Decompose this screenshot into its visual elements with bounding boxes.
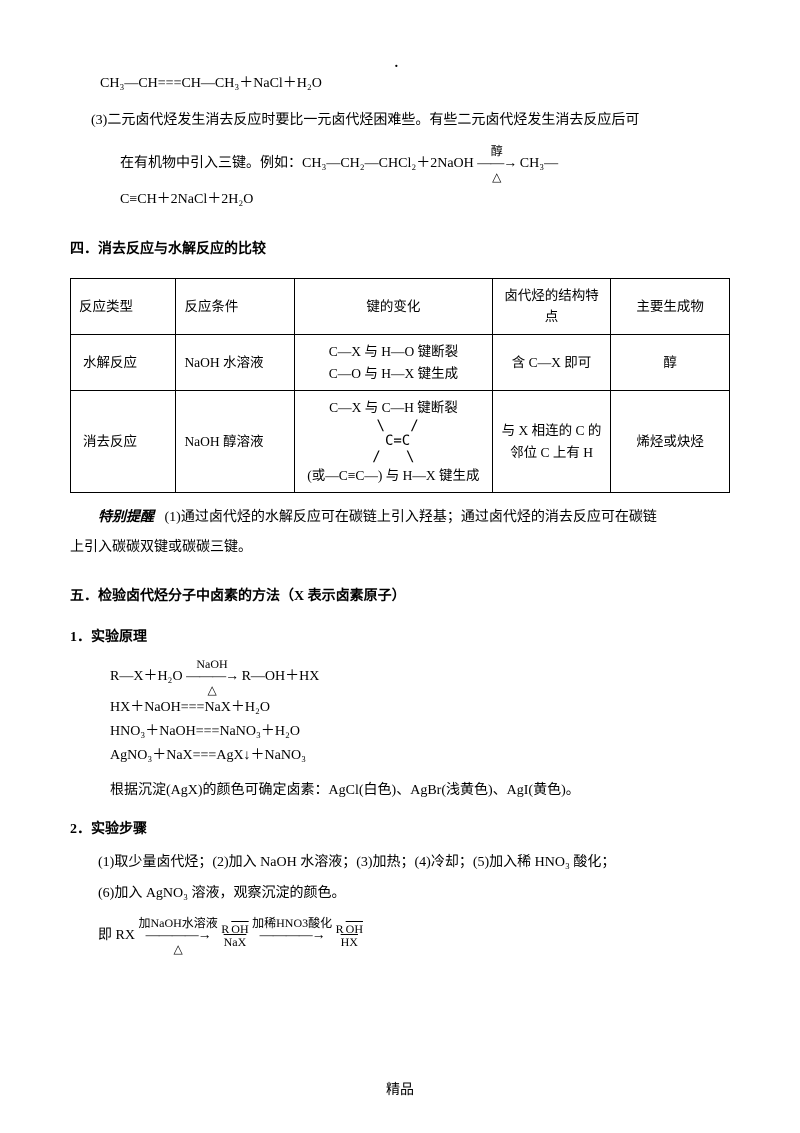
rx-arrow1-bot: △ — [138, 943, 217, 955]
comparison-table: 反应类型 反应条件 键的变化 卤代烃的结构特点 主要生成物 水解反应 NaOH … — [70, 278, 730, 494]
cell-bond-2: C—X 与 C—H 键断裂 \ / C=C/ \ (或—C≡C—) 与 H—X … — [295, 391, 493, 493]
cc-double-bond-diagram: \ / C=C/ \ — [368, 419, 419, 465]
section-5-title: 五．检验卤代烃分子中卤素的方法（X 表示卤素原子） — [70, 584, 730, 609]
paragraph-3-line3: C≡CH＋2NaCl＋2H₂O — [120, 187, 730, 212]
cell-bond-1: C—X 与 H—O 键断裂 C—O 与 H—X 键生成 — [295, 334, 493, 390]
eq-line-a: R—X＋H₂O NaOH ———→ △ R—OH＋HX — [110, 658, 730, 696]
rx-arrow2-bot — [252, 943, 332, 955]
eq-a-left: R—X＋H₂O — [110, 669, 183, 684]
center-dot: ． — [70, 60, 730, 67]
cell-cond-2: NaOH 醇溶液 — [176, 391, 295, 493]
section-4-title: 四．消去反应与水解反应的比较 — [70, 237, 730, 262]
steps-line-2: (6)加入 AgNO₃ 溶液，观察沉淀的颜色。 — [98, 881, 730, 908]
rx-int2-bot: HX — [341, 935, 358, 949]
rx-arrow-1: 加NaOH水溶液 ————→ △ — [138, 917, 217, 955]
cell-type-2: 消去反应 — [71, 391, 176, 493]
bond2-line3: (或—C≡C—) 与 H—X 键生成 — [303, 465, 484, 487]
bond2-line1: C—X 与 C—H 键断裂 — [303, 397, 484, 419]
eq-a-right: R—OH＋HX — [242, 669, 320, 684]
cell-prod-2: 烯烃或炔烃 — [611, 391, 730, 493]
eq-line-c: HNO₃＋NaOH===NaNO₃＋H₂O — [110, 720, 730, 744]
rx-arrow2-mid: ————→ — [252, 929, 332, 943]
arrow-bot-naoh: △ — [186, 684, 238, 696]
note-text-a: (1)通过卤代烃的水解反应可在碳链上引入羟基；通过卤代烃的消去反应可在碳链 — [165, 510, 657, 525]
cell-cond-1: NaOH 水溶液 — [176, 334, 295, 390]
page-footer: 精品 — [0, 1078, 800, 1103]
top-equation: CH₃—CH===CH—CH₃＋NaCl＋H₂O — [100, 71, 730, 96]
arrow-body: ——→ — [477, 157, 516, 171]
para3-text-b: CH₃— — [520, 157, 558, 172]
th-bond: 键的变化 — [295, 278, 493, 334]
paragraph-3-eq: 在有机物中引入三键。例如：CH₃—CH₂—CHCl₂＋2NaOH 醇 ——→ △… — [120, 145, 730, 183]
rx-intermediate-1: ROH NaX — [221, 923, 248, 949]
eq-line-b: HX＋NaOH===NaX＋H₂O — [110, 696, 730, 720]
paragraph-3-lead: (3)二元卤代烃发生消去反应时要比一元卤代烃困难些。有些二元卤代烃发生消去反应后… — [70, 108, 730, 133]
table-row: 水解反应 NaOH 水溶液 C—X 与 H—O 键断裂 C—O 与 H—X 键生… — [71, 334, 730, 390]
steps-line-1: (1)取少量卤代烃；(2)加入 NaOH 水溶液；(3)加热；(4)冷却；(5)… — [98, 850, 730, 877]
special-note: 特别提醒 (1)通过卤代烃的水解反应可在碳链上引入羟基；通过卤代烃的消去反应可在… — [70, 505, 730, 530]
arrow-mid-naoh: ———→ — [186, 670, 238, 684]
para3-text-a: 在有机物中引入三键。例如：CH₃—CH₂—CHCl₂＋2NaOH — [120, 157, 474, 172]
th-type: 反应类型 — [71, 278, 176, 334]
rx-int2-top: OH — [344, 922, 363, 936]
arrow-bot-label: △ — [477, 171, 516, 183]
cell-struct-2: 与 X 相连的 C 的邻位 C 上有 H — [492, 391, 611, 493]
cell-prod-1: 醇 — [611, 334, 730, 390]
th-struct: 卤代烃的结构特点 — [492, 278, 611, 334]
note-label: 特别提醒 — [98, 510, 154, 525]
rx-scheme: 即 RX 加NaOH水溶液 ————→ △ ROH NaX 加稀HNO3酸化 —… — [98, 917, 730, 955]
rx-arrow1-mid: ————→ — [138, 929, 217, 943]
rx-arrow-2: 加稀HNO3酸化 ————→ — [252, 917, 332, 955]
cell-type-1: 水解反应 — [71, 334, 176, 390]
reaction-arrow-naoh: NaOH ———→ △ — [186, 658, 238, 696]
reaction-arrow-alcohol: 醇 ——→ △ — [477, 145, 516, 183]
th-cond: 反应条件 — [176, 278, 295, 334]
rx-prefix: 即 RX — [98, 928, 135, 943]
principle-equations: R—X＋H₂O NaOH ———→ △ R—OH＋HX HX＋NaOH===Na… — [110, 658, 730, 767]
th-prod: 主要生成物 — [611, 278, 730, 334]
subsection-5-2-title: 2．实验步骤 — [70, 817, 730, 842]
note-text-b: 上引入碳碳双键或碳碳三键。 — [70, 535, 730, 560]
rx-intermediate-2: ROH HX — [336, 923, 363, 949]
table-header-row: 反应类型 反应条件 键的变化 卤代烃的结构特点 主要生成物 — [71, 278, 730, 334]
color-determination-line: 根据沉淀(AgX)的颜色可确定卤素：AgCl(白色)、AgBr(浅黄色)、AgI… — [110, 778, 730, 803]
subsection-5-1-title: 1．实验原理 — [70, 625, 730, 650]
rx-int1-bot: NaX — [224, 935, 247, 949]
table-row: 消去反应 NaOH 醇溶液 C—X 与 C—H 键断裂 \ / C=C/ \ (… — [71, 391, 730, 493]
rx-int1-top: OH — [229, 922, 248, 936]
eq-line-d: AgNO₃＋NaX===AgX↓＋NaNO₃ — [110, 744, 730, 768]
cell-struct-1: 含 C—X 即可 — [492, 334, 611, 390]
